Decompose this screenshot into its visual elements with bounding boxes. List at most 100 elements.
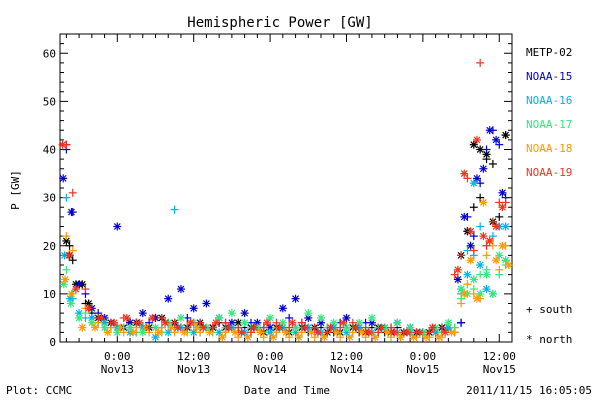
south-marker — [469, 289, 478, 298]
south-marker — [457, 251, 466, 260]
north-marker — [291, 294, 300, 303]
plot-axes: 01020304050600:00Nov1312:00Nov130:00Nov1… — [43, 33, 516, 376]
north-marker — [58, 140, 67, 149]
south-marker — [387, 323, 396, 332]
x-tick-date-label: Nov13 — [177, 363, 210, 376]
south-marker — [246, 328, 255, 337]
north-marker — [266, 313, 275, 322]
south-marker — [62, 193, 71, 202]
north-marker — [444, 318, 453, 327]
north-marker — [498, 203, 507, 212]
series-noaa-18 — [61, 198, 513, 342]
south-marker — [62, 265, 71, 274]
north-marker — [84, 304, 93, 313]
north-marker — [176, 313, 185, 322]
south-marker — [469, 203, 478, 212]
north-marker — [463, 270, 472, 279]
north-marker — [66, 299, 75, 308]
data-points — [58, 58, 513, 342]
north-marker — [189, 304, 198, 313]
x-tick-time-label: 12:00 — [330, 350, 363, 363]
north-marker — [367, 313, 376, 322]
north-marker — [103, 328, 112, 337]
north-marker — [59, 280, 68, 289]
x-tick-date-label: Nov15 — [406, 363, 439, 376]
north-marker — [282, 328, 290, 337]
south-marker — [348, 318, 357, 327]
marker-legend-entry: * north — [526, 333, 572, 346]
south-marker — [476, 222, 485, 231]
plot-frame — [59, 33, 513, 343]
legend-entry: METP-02 — [526, 46, 572, 59]
y-tick-label: 40 — [43, 144, 56, 157]
north-marker — [457, 285, 466, 294]
y-tick-label: 0 — [49, 336, 56, 349]
north-marker — [250, 323, 259, 332]
north-marker — [460, 169, 469, 178]
south-marker — [208, 323, 217, 332]
north-marker — [75, 280, 84, 289]
north-marker — [180, 328, 189, 337]
legend-entry: NOAA-19 — [526, 166, 572, 179]
north-marker — [116, 323, 125, 332]
north-marker — [476, 261, 485, 269]
north-marker — [61, 275, 70, 284]
north-marker — [371, 333, 380, 342]
north-marker — [91, 323, 100, 332]
north-marker — [202, 299, 211, 308]
north-marker — [326, 323, 335, 332]
north-marker — [469, 275, 478, 284]
north-marker — [154, 328, 163, 337]
north-marker — [64, 251, 73, 260]
south-marker — [374, 328, 383, 337]
north-marker — [278, 304, 287, 313]
north-marker — [138, 309, 147, 318]
north-marker — [453, 265, 462, 274]
north-marker — [100, 323, 109, 332]
north-marker — [339, 318, 348, 327]
north-marker — [498, 188, 507, 197]
south-marker — [65, 241, 74, 250]
y-axis-label: P [GW] — [9, 170, 22, 210]
south-marker — [157, 313, 166, 322]
north-marker — [262, 318, 271, 327]
south-marker — [482, 251, 491, 260]
north-marker — [329, 318, 338, 327]
south-marker — [482, 241, 491, 250]
south-marker — [68, 188, 77, 197]
north-marker — [113, 222, 122, 231]
north-marker — [135, 318, 144, 327]
north-marker — [396, 333, 405, 342]
north-marker — [240, 318, 249, 327]
north-marker — [113, 328, 122, 337]
north-marker — [240, 309, 249, 318]
south-marker — [469, 232, 478, 241]
x-axis-label: Date and Time — [244, 384, 330, 397]
south-marker — [183, 323, 192, 332]
y-tick-label: 30 — [43, 192, 56, 205]
south-marker — [348, 328, 357, 337]
series-noaa-15 — [59, 126, 510, 337]
south-marker — [196, 318, 205, 327]
south-marker — [495, 212, 504, 221]
timestamp: 2011/11/15 16:05:05 — [466, 384, 592, 397]
north-marker — [492, 222, 501, 231]
north-marker — [304, 309, 313, 318]
south-marker — [285, 323, 294, 332]
north-marker — [434, 333, 443, 342]
north-marker — [342, 313, 351, 322]
north-marker — [472, 135, 481, 144]
north-marker — [294, 333, 303, 342]
north-marker — [377, 323, 386, 332]
south-marker — [488, 159, 497, 168]
north-marker — [97, 313, 106, 322]
south-marker — [259, 323, 268, 332]
marker-legend-entry: + south — [526, 303, 572, 316]
south-marker — [437, 323, 446, 332]
x-tick-time-label: 12:00 — [177, 350, 210, 363]
south-marker — [145, 323, 154, 332]
south-marker — [234, 323, 243, 332]
south-marker — [463, 280, 472, 289]
x-tick-date-label: Nov14 — [254, 363, 287, 376]
south-marker — [272, 328, 281, 337]
